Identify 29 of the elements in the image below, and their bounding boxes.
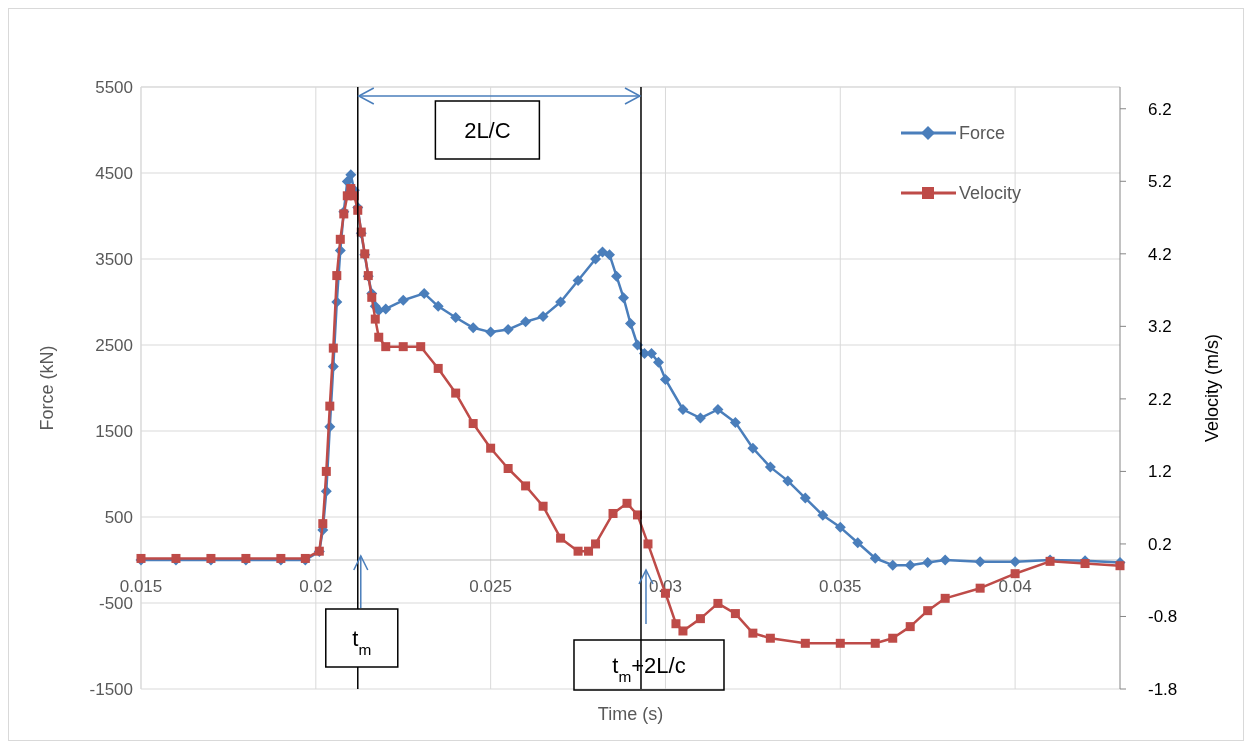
x-tick-label: 0.015 [119, 577, 163, 596]
x-tick-label: 0.025 [469, 577, 512, 596]
y2-tick-label: -0.8 [1148, 607, 1178, 627]
x-tick-label: 0.04 [998, 577, 1032, 596]
y-tick-label: 4500 [95, 163, 133, 183]
y-axis-title: Force (kN) [37, 345, 57, 431]
annotation: t$_{m}$ [352, 625, 372, 658]
x-tick-label: 0.02 [299, 577, 333, 596]
y-tick-label: -1500 [89, 679, 133, 699]
y-tick-label: 5500 [95, 77, 133, 97]
y2-tick-label: -1.8 [1148, 679, 1178, 699]
y2-tick-label: 4.2 [1148, 244, 1172, 264]
legend-label: Force [959, 123, 1006, 144]
y-tick-label: 500 [104, 507, 133, 527]
y2-tick-label: 6.2 [1148, 99, 1172, 119]
y2-tick-label: 1.2 [1148, 462, 1172, 482]
y2-tick-label: 5.2 [1148, 172, 1172, 192]
y2-tick-label: 0.2 [1148, 534, 1172, 554]
x-axis-title: Time (s) [597, 704, 664, 724]
y2-tick-label: 3.2 [1148, 317, 1172, 337]
y-tick-label: 2500 [95, 335, 133, 355]
x-tick-label: 0.035 [819, 577, 862, 596]
y-tick-label: 1500 [95, 421, 133, 441]
y-tick-label: -500 [98, 593, 133, 613]
y2-tick-label: 2.2 [1148, 389, 1172, 409]
legend-label: Velocity [959, 183, 1022, 204]
annotation: 2L/C [464, 117, 511, 143]
y-tick-label: 3500 [95, 249, 133, 269]
y2-axis-title: Velocity (m/s) [1202, 333, 1222, 443]
